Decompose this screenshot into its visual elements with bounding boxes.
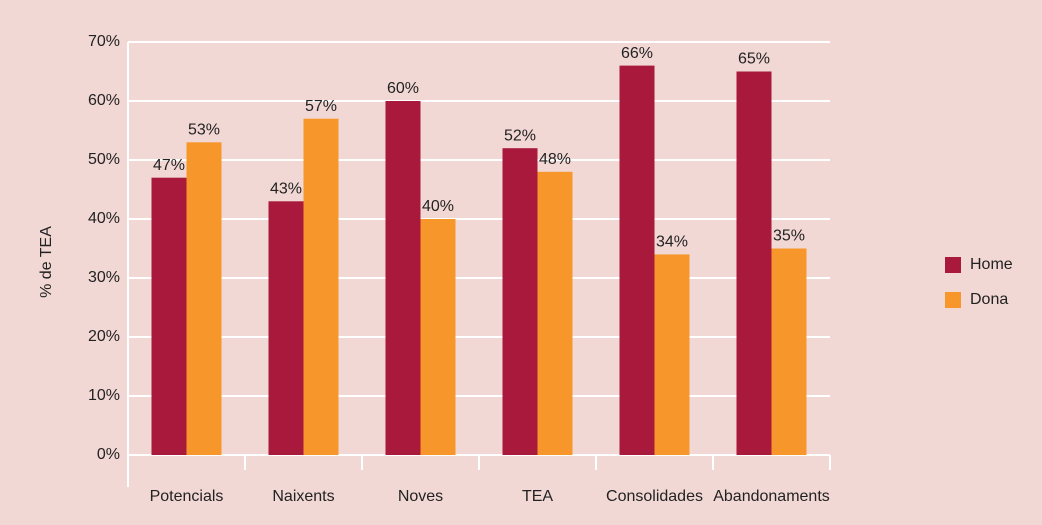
bar	[619, 65, 655, 455]
value-label: 66%	[621, 45, 653, 62]
y-tick-label: 20%	[88, 328, 120, 345]
x-tick-label: Naixents	[272, 488, 334, 505]
value-label: 52%	[504, 127, 536, 144]
bar	[420, 219, 456, 455]
bar	[502, 148, 538, 455]
bar	[537, 171, 573, 456]
y-tick-label: 50%	[88, 151, 120, 168]
bar	[186, 142, 222, 456]
value-label: 43%	[270, 181, 302, 198]
bar	[303, 118, 339, 455]
y-tick-label: 10%	[88, 387, 120, 404]
x-tick-label: Noves	[398, 488, 443, 505]
value-label: 34%	[656, 234, 688, 251]
bar	[385, 101, 421, 455]
value-label: 65%	[738, 51, 770, 68]
y-tick-label: 70%	[88, 33, 120, 50]
x-tick-label: TEA	[522, 488, 553, 505]
legend-swatch	[945, 257, 961, 273]
value-label: 47%	[153, 157, 185, 174]
legend-label: Dona	[970, 291, 1008, 308]
y-tick-label: 0%	[97, 446, 120, 463]
y-tick-label: 30%	[88, 269, 120, 286]
y-tick-label: 40%	[88, 210, 120, 227]
y-tick-label: 60%	[88, 92, 120, 109]
x-tick-label: Potencials	[150, 488, 224, 505]
bar	[151, 177, 187, 455]
value-label: 60%	[387, 80, 419, 97]
bar	[268, 201, 304, 455]
bar	[736, 71, 772, 455]
value-label: 40%	[422, 198, 454, 215]
y-axis-label: % de TEA	[38, 226, 55, 298]
legend-swatch	[945, 292, 961, 308]
x-tick-label: Consolidades	[606, 488, 703, 505]
bar	[771, 248, 807, 455]
value-label: 53%	[188, 122, 220, 139]
value-label: 57%	[305, 98, 337, 115]
legend-label: Home	[970, 256, 1013, 273]
value-label: 35%	[773, 228, 805, 245]
bar	[654, 254, 690, 455]
value-label: 48%	[539, 151, 571, 168]
x-tick-label: Abandonaments	[713, 488, 830, 505]
